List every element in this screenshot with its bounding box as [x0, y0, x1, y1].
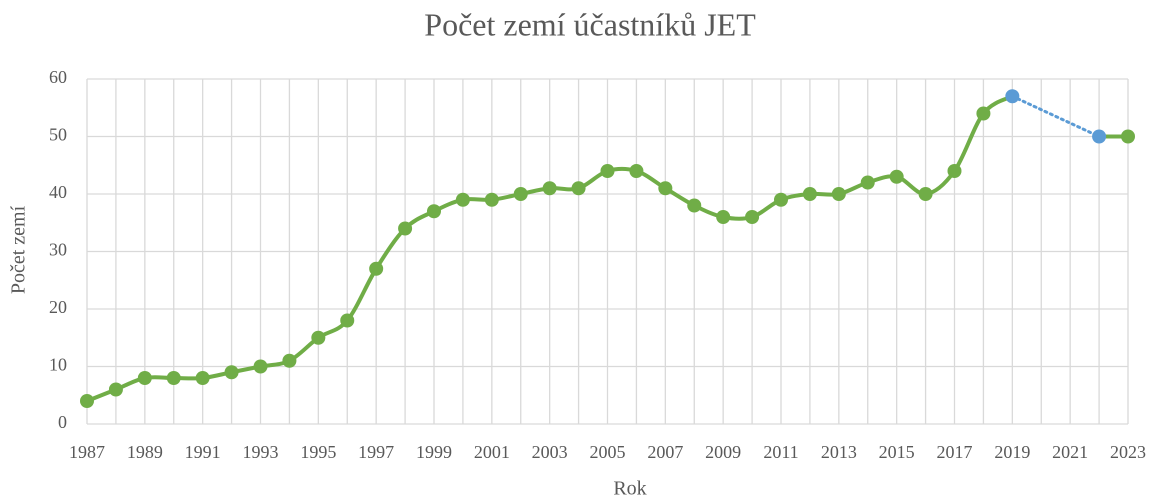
y-tick-label: 10 — [49, 355, 67, 375]
point — [484, 192, 499, 207]
point — [542, 181, 557, 196]
point — [455, 192, 470, 207]
x-tick-label: 2005 — [590, 442, 626, 462]
point — [947, 164, 962, 178]
x-tick-label: 1997 — [358, 442, 394, 462]
x-tick-label: 2019 — [994, 442, 1030, 462]
point — [831, 187, 846, 201]
point — [1005, 89, 1020, 104]
point — [282, 353, 297, 368]
point — [311, 330, 326, 345]
point — [687, 198, 702, 213]
x-tick-label: 2013 — [821, 442, 857, 462]
x-tick-label: 1999 — [416, 442, 452, 462]
point — [629, 164, 644, 178]
point — [976, 106, 991, 121]
x-tick-label: 2001 — [474, 442, 510, 462]
x-tick-label: 2015 — [879, 442, 915, 462]
gap-line — [1010, 94, 1101, 138]
y-tick-label: 30 — [49, 240, 67, 260]
point — [889, 169, 904, 184]
y-axis-label: Počet zemí — [8, 205, 30, 294]
point — [1121, 129, 1135, 144]
point — [774, 192, 788, 207]
point — [427, 204, 441, 219]
point — [80, 394, 94, 408]
x-axis-label: Rok — [613, 478, 646, 500]
point — [195, 371, 210, 385]
x-tick-label: 1991 — [185, 442, 221, 462]
x-tick-label: 2009 — [705, 442, 741, 462]
point — [513, 187, 528, 201]
x-tick-label: 2007 — [647, 442, 683, 462]
point — [253, 359, 268, 374]
point — [745, 210, 760, 224]
point — [1092, 129, 1107, 144]
chart-title: Počet zemí účastníků JET — [424, 6, 756, 42]
point — [369, 261, 384, 276]
point — [918, 187, 933, 201]
point — [108, 382, 123, 397]
point — [658, 181, 673, 196]
y-tick-label: 40 — [49, 182, 67, 202]
x-tick-label: 2011 — [763, 442, 798, 462]
x-tick-label: 1989 — [127, 442, 163, 462]
y-tick-label: 60 — [49, 67, 67, 87]
x-tick-label: 1987 — [69, 442, 105, 462]
point — [716, 210, 731, 224]
y-tick-label: 0 — [58, 412, 67, 432]
y-tick-label: 20 — [49, 297, 67, 317]
x-tick-label: 1993 — [243, 442, 279, 462]
point — [398, 221, 413, 236]
x-tick-label: 1995 — [300, 442, 336, 462]
point — [224, 365, 239, 380]
point — [571, 181, 586, 196]
y-tick-label: 50 — [49, 125, 67, 145]
x-tick-label: 2003 — [532, 442, 568, 462]
x-tick-label: 2017 — [937, 442, 973, 462]
x-tick-label: 2023 — [1110, 442, 1146, 462]
point — [600, 164, 615, 178]
point — [802, 187, 817, 201]
point — [860, 175, 875, 190]
point — [166, 371, 181, 385]
point — [340, 313, 355, 328]
point — [137, 371, 152, 385]
x-tick-label: 2021 — [1052, 442, 1088, 462]
